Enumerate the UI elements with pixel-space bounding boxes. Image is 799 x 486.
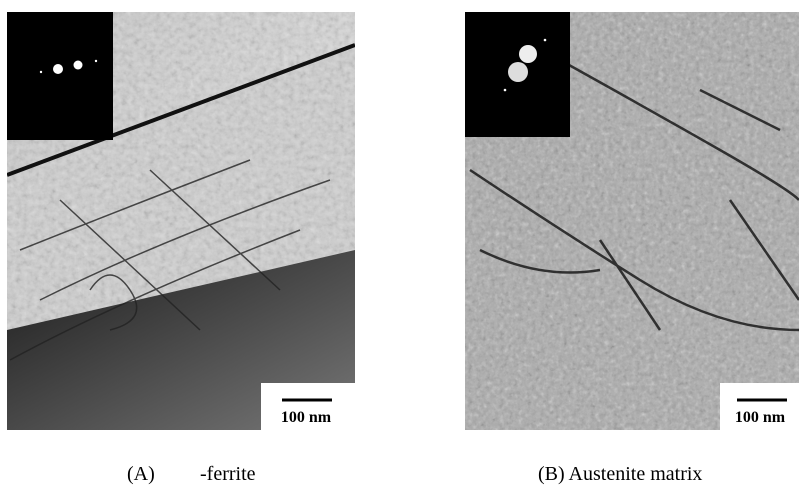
scale-label: 100 nm	[281, 409, 332, 426]
figure: 100 nm 100 nm (A) -ferrite (B) Austenite…	[0, 0, 799, 486]
micrograph-a	[7, 12, 355, 430]
caption: -ferrite	[200, 463, 256, 485]
panel-label: (A)	[127, 463, 155, 485]
scale-label: 100 nm	[735, 409, 786, 426]
micrograph-b	[465, 12, 799, 430]
caption: (B) Austenite matrix	[538, 463, 702, 485]
